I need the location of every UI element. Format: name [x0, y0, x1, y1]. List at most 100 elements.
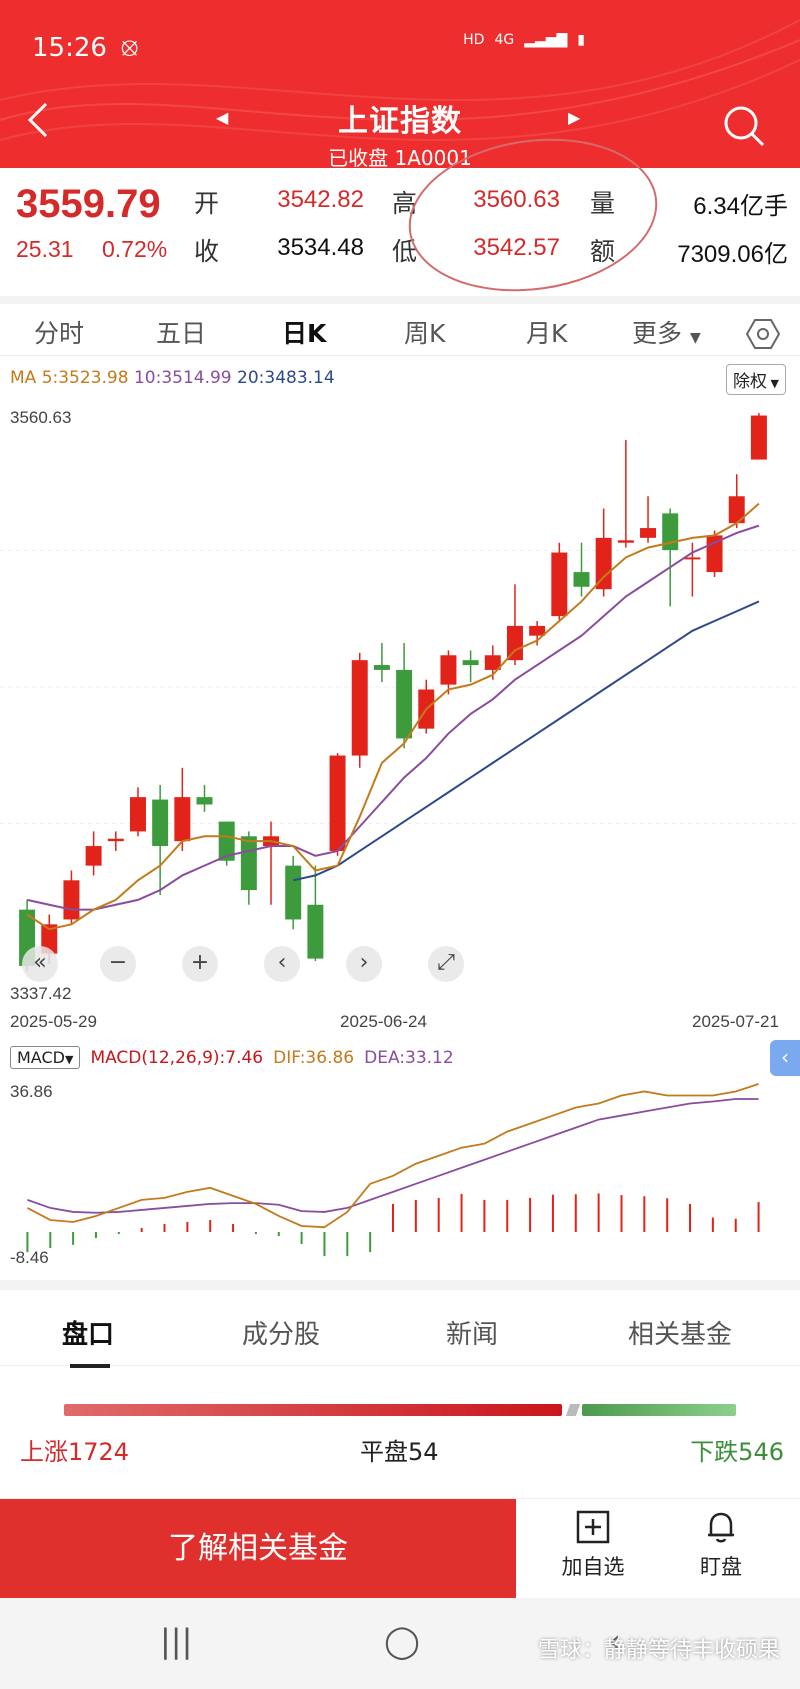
- status-time: 15:26: [32, 32, 107, 63]
- candle: [240, 831, 257, 905]
- y-max-label: 3560.63: [10, 408, 72, 427]
- chart-settings-icon[interactable]: [746, 318, 780, 350]
- search-icon[interactable]: [722, 104, 766, 148]
- quote-panel: 3559.79 25.31 0.72% 开 3542.82 收 3534.48 …: [0, 168, 800, 280]
- action-bar: 了解相关基金 加自选 盯盘: [0, 1498, 800, 1599]
- macd-y-max-label: 36.86: [10, 1082, 53, 1101]
- candle: [506, 584, 523, 666]
- candle: [529, 621, 546, 646]
- candle: [418, 679, 435, 734]
- candle-body: [196, 797, 213, 805]
- back-icon[interactable]: [22, 100, 52, 140]
- last-price: 3559.79: [16, 182, 161, 226]
- candle-body: [595, 537, 612, 590]
- period-tabs: 分时 五日 日K 周K 月K 更多 ▼: [0, 296, 800, 356]
- candle: [329, 753, 346, 856]
- caret-down-icon: ▼: [689, 330, 701, 346]
- prev-close-label: 收: [194, 237, 220, 266]
- candle: [351, 652, 368, 768]
- fullscreen-icon[interactable]: ⤢: [428, 946, 464, 982]
- scroll-right-icon[interactable]: ›: [346, 946, 382, 982]
- candle-body: [440, 655, 457, 685]
- dif-line: [27, 1083, 759, 1229]
- candle-body: [573, 572, 590, 587]
- candle-body: [551, 552, 568, 617]
- scroll-left-fast-icon[interactable]: «: [22, 946, 58, 982]
- indicator-selector[interactable]: MACD▼: [10, 1046, 81, 1069]
- prev-close-value: 3534.48: [277, 234, 364, 261]
- kline-chart[interactable]: [0, 400, 800, 1000]
- macd-chart[interactable]: [0, 1080, 800, 1270]
- ma20-line: [292, 600, 760, 882]
- volume-value: 6.34亿手: [693, 193, 788, 220]
- macd-value: MACD(12,26,9):7.46: [90, 1047, 264, 1068]
- tab-intraday[interactable]: 分时: [34, 319, 85, 348]
- candle-body: [129, 797, 146, 832]
- learn-funds-button[interactable]: 了解相关基金: [0, 1499, 516, 1599]
- monitor-label: 盯盘: [700, 1555, 742, 1579]
- tab-five-day[interactable]: 五日: [156, 319, 207, 348]
- tab-more[interactable]: 更多 ▼: [632, 314, 701, 350]
- nav-back-icon[interactable]: ‹: [608, 1622, 621, 1660]
- candle-body: [240, 836, 257, 891]
- date-label-start: 2025-05-29: [10, 1012, 97, 1031]
- watermark: 雪球：静静等待丰收硕果: [537, 1638, 780, 1663]
- collapse-panel-icon[interactable]: ‹: [770, 1040, 800, 1076]
- low-value: 3542.57: [473, 234, 560, 261]
- candle: [196, 784, 213, 812]
- price-change: 25.31: [16, 236, 74, 262]
- low-label: 低: [392, 237, 418, 266]
- home-icon[interactable]: ◯: [384, 1622, 420, 1660]
- candle: [218, 821, 235, 866]
- active-tab-underline: [70, 1364, 110, 1368]
- adjust-selector[interactable]: 除权 ▼: [726, 364, 786, 395]
- tab-related-funds[interactable]: 相关基金: [628, 1320, 733, 1350]
- tab-monthly-k[interactable]: 月K: [526, 319, 568, 348]
- candle-body: [329, 755, 346, 851]
- top-bar: 15:26 ⦻ HD 4G ▂▃▅▇ ▮ ◀ 上证指数 已收盘 1A0001 ▶: [0, 0, 800, 168]
- candle-body: [728, 496, 745, 524]
- tab-daily-k[interactable]: 日K: [282, 319, 327, 348]
- open-value: 3542.82: [277, 186, 364, 213]
- candle: [174, 767, 191, 851]
- candle-body: [63, 880, 80, 920]
- tab-news[interactable]: 新闻: [446, 1320, 499, 1350]
- candle: [617, 440, 634, 548]
- page-title: 上证指数: [338, 104, 462, 139]
- market-breadth: 上涨1724 平盘54 下跌546: [0, 1400, 800, 1500]
- tab-weekly-k[interactable]: 周K: [404, 319, 446, 348]
- recent-apps-icon[interactable]: |||: [160, 1622, 193, 1660]
- tab-constituents[interactable]: 成分股: [242, 1320, 321, 1350]
- candle-body: [307, 904, 324, 959]
- scroll-left-icon[interactable]: ‹: [264, 946, 300, 982]
- candle: [263, 821, 280, 905]
- date-label-mid: 2025-06-24: [340, 1012, 427, 1031]
- zoom-out-icon[interactable]: −: [100, 946, 136, 982]
- status-bar: 15:26 ⦻: [32, 32, 138, 63]
- unchanged-count: 平盘54: [360, 1438, 439, 1466]
- next-stock-icon[interactable]: ▶: [568, 108, 581, 127]
- candle-body: [640, 528, 657, 538]
- hd-indicator: HD: [463, 32, 485, 48]
- system-nav-bar: ||| ◯ ‹ 雪球：静静等待丰收硕果: [0, 1598, 800, 1689]
- add-watchlist-button[interactable]: 加自选: [528, 1509, 658, 1581]
- monitor-button[interactable]: 盯盘: [656, 1509, 786, 1581]
- prev-stock-icon[interactable]: ◀: [216, 108, 229, 127]
- candle: [750, 413, 767, 460]
- breadth-down-bar: [582, 1404, 736, 1416]
- candle: [85, 831, 102, 876]
- candle-body: [529, 625, 546, 636]
- caret-down-icon: ▼: [767, 377, 779, 390]
- candle: [573, 542, 590, 597]
- candle: [551, 542, 568, 622]
- candle-body: [684, 557, 701, 560]
- tab-order-book[interactable]: 盘口: [62, 1320, 115, 1350]
- battery-icon: ▮: [577, 32, 585, 48]
- macd-legend: MACD▼ MACD(12,26,9):7.46 DIF:36.86 DEA:3…: [10, 1046, 454, 1069]
- signal-icon: ▂▃▅▇: [524, 32, 568, 48]
- candle-body: [107, 838, 124, 842]
- dea-line: [27, 1098, 759, 1214]
- zoom-in-icon[interactable]: +: [182, 946, 218, 982]
- candle: [462, 650, 479, 683]
- candle: [285, 855, 302, 930]
